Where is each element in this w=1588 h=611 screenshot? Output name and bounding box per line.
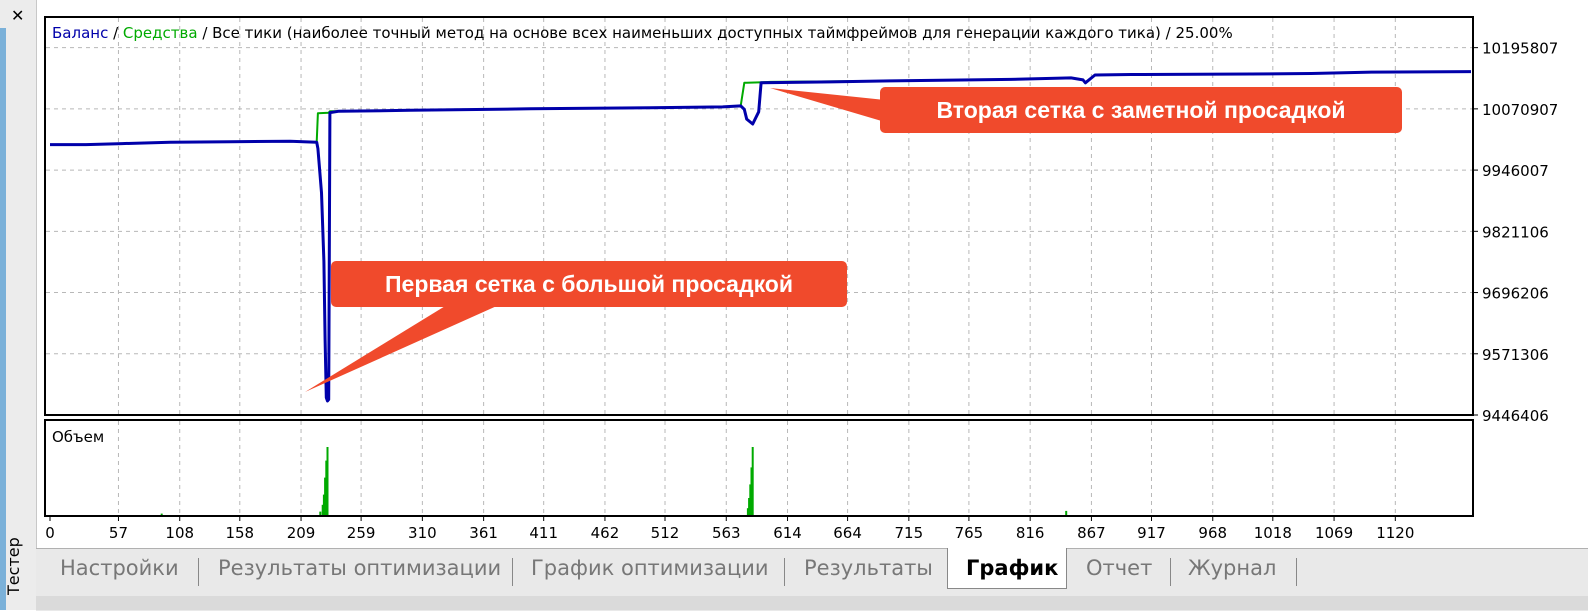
tab-graph[interactable]: График [966, 556, 1059, 580]
x-tick-label: 158 [225, 524, 254, 542]
callout-first-pointer [305, 300, 510, 392]
annotation-second-text: Вторая сетка с заметной просадкой [936, 97, 1346, 123]
volume-bar [325, 460, 328, 515]
tab-separator [512, 558, 513, 586]
x-tick-label: 1120 [1376, 524, 1414, 542]
volume-plot-area [44, 419, 1474, 517]
legend-balance: Баланс [52, 24, 108, 42]
volume-bar [749, 484, 752, 515]
active-tab-frame [947, 548, 1067, 589]
legend-separator: / [108, 24, 123, 42]
x-tick-label: 1069 [1315, 524, 1353, 542]
volume-bar [321, 504, 324, 515]
volume-bar [751, 447, 754, 515]
volume-bar [324, 477, 327, 515]
y-tick-label: 9821106 [1482, 223, 1549, 241]
x-tick-label: 917 [1137, 524, 1166, 542]
volume-bar [746, 508, 749, 515]
x-tick-label: 512 [651, 524, 680, 542]
tab-separator [1170, 558, 1171, 586]
y-tick-label: 10070907 [1482, 101, 1558, 119]
tab-optimization-results[interactable]: Результаты оптимизации [218, 556, 502, 580]
volume-bar [326, 447, 329, 515]
tab-optimization-graph[interactable]: График оптимизации [531, 556, 769, 580]
tab-journal[interactable]: Журнал [1188, 556, 1277, 580]
x-tick-label: 867 [1077, 524, 1106, 542]
y-tick-label: 9946007 [1482, 162, 1549, 180]
series-line-balance [50, 70, 1472, 403]
x-tick-label: 563 [712, 524, 741, 542]
legend-method: Все тики (наиболее точный метод на основ… [212, 24, 1161, 42]
tab-separator [784, 558, 785, 586]
x-tick-label: 462 [591, 524, 620, 542]
x-tick-label: 108 [165, 524, 194, 542]
x-tick-label: 614 [773, 524, 802, 542]
tab-report[interactable]: Отчет [1086, 556, 1153, 580]
legend-separator: / [198, 24, 213, 42]
volume-bar [1065, 510, 1068, 515]
x-tick-label: 361 [469, 524, 498, 542]
volume-bar [750, 467, 753, 515]
volume-bars [160, 447, 1068, 515]
side-panel-accent [0, 28, 6, 610]
volume-bar [748, 498, 751, 515]
close-icon[interactable]: ✕ [11, 6, 25, 25]
tab-separator [1296, 558, 1297, 586]
y-tick-label: 10195807 [1482, 40, 1558, 58]
bottom-border [36, 596, 1588, 610]
x-tick-label: 968 [1198, 524, 1227, 542]
annotation-first-grid: Первая сетка с большой просадкой [331, 261, 847, 307]
volume-bar [319, 511, 322, 515]
volume-label: Объем [52, 428, 104, 446]
legend-quality: 25.00% [1176, 24, 1233, 42]
x-tick-label: 209 [287, 524, 316, 542]
x-tick-label: 765 [955, 524, 984, 542]
tab-results[interactable]: Результаты [804, 556, 933, 580]
tester-side-panel: ✕ Тестер [0, 0, 37, 610]
x-tick-label: 259 [347, 524, 376, 542]
annotation-second-grid: Вторая сетка с заметной просадкой [880, 87, 1402, 133]
volume-bar [322, 494, 325, 515]
chart-plot-area [44, 16, 1474, 416]
x-tick-label: 411 [529, 524, 558, 542]
x-tick-label: 664 [833, 524, 862, 542]
callout-second-pointer [770, 88, 885, 122]
volume-bar [160, 513, 163, 515]
legend-separator: / [1161, 24, 1176, 42]
x-tick-label: 1018 [1254, 524, 1292, 542]
tab-settings[interactable]: Настройки [60, 556, 179, 580]
series-group [50, 70, 1472, 403]
x-tick-label: 816 [1016, 524, 1045, 542]
x-tick-label: 310 [408, 524, 437, 542]
y-tick-label: 9446406 [1482, 407, 1549, 425]
legend-equity: Средства [123, 24, 198, 42]
chart-legend: Баланс / Средства / Все тики (наиболее т… [52, 24, 1233, 42]
tab-separator [198, 558, 199, 586]
x-tick-label: 57 [109, 524, 128, 542]
x-tick-label: 715 [895, 524, 924, 542]
y-axis-ticks: 10195807 10070907 9946007 9821106 9696206 957… [1473, 40, 1558, 425]
y-tick-label: 9571306 [1482, 346, 1549, 364]
x-tick-label: 0 [45, 524, 55, 542]
x-axis-ticks: 0 57 108 158 209 259 310 361 411 462 512 563 614 664 7… [45, 516, 1414, 542]
y-tick-label: 9696206 [1482, 285, 1549, 303]
annotation-first-text: Первая сетка с большой просадкой [385, 271, 793, 297]
